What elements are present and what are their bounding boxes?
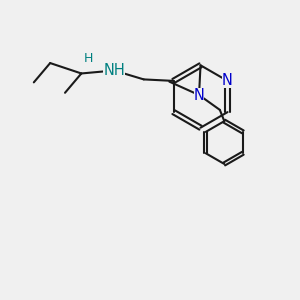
Text: H: H — [84, 52, 94, 65]
Text: N: N — [194, 88, 205, 103]
Text: NH: NH — [103, 63, 125, 78]
Text: N: N — [222, 74, 233, 88]
